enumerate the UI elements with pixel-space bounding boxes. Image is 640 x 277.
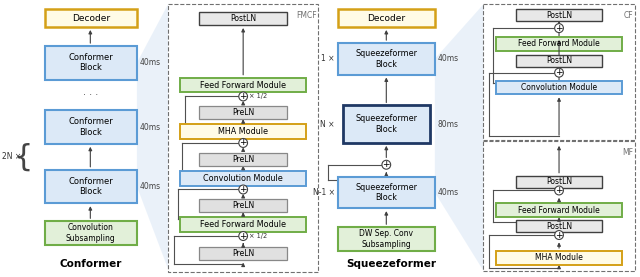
Polygon shape [435, 4, 483, 271]
Circle shape [555, 68, 563, 77]
FancyBboxPatch shape [338, 43, 435, 75]
FancyBboxPatch shape [516, 9, 602, 21]
Text: · · ·: · · · [83, 90, 98, 100]
Text: Squeezeformer: Squeezeformer [346, 259, 436, 269]
Circle shape [555, 230, 563, 240]
Circle shape [239, 92, 248, 101]
FancyBboxPatch shape [45, 9, 137, 27]
Text: Convolution Module: Convolution Module [521, 83, 597, 92]
Text: Squeezeformer
Block: Squeezeformer Block [355, 183, 417, 202]
Text: Decoder: Decoder [367, 14, 405, 23]
FancyBboxPatch shape [516, 55, 602, 67]
Text: MHA Module: MHA Module [535, 253, 583, 262]
Text: +: + [239, 138, 247, 147]
Bar [483, 141, 635, 271]
Text: 40ms: 40ms [140, 123, 161, 132]
Text: Decoder: Decoder [72, 14, 110, 23]
Text: 2N ×: 2N × [2, 152, 21, 161]
Text: +: + [239, 92, 247, 101]
FancyBboxPatch shape [45, 221, 137, 245]
FancyBboxPatch shape [45, 170, 137, 203]
FancyBboxPatch shape [180, 124, 307, 139]
Circle shape [382, 160, 390, 169]
Text: +: + [239, 185, 247, 194]
Text: MF: MF [622, 148, 633, 157]
Circle shape [239, 138, 248, 147]
Text: Feed Forward Module: Feed Forward Module [200, 220, 286, 229]
Text: N ×: N × [321, 120, 335, 129]
Text: Convolution
Subsampling: Convolution Subsampling [66, 223, 116, 243]
Text: CF: CF [623, 11, 633, 20]
Text: +: + [556, 230, 563, 240]
FancyBboxPatch shape [496, 81, 622, 94]
Text: 40ms: 40ms [140, 182, 161, 191]
Text: FMCF: FMCF [296, 11, 316, 20]
Text: 40ms: 40ms [140, 58, 161, 67]
Text: PostLN: PostLN [546, 56, 572, 65]
Circle shape [239, 185, 248, 194]
FancyBboxPatch shape [496, 203, 622, 217]
Text: N-1 ×: N-1 × [313, 188, 335, 197]
Text: PreLN: PreLN [232, 201, 254, 210]
Bar [483, 4, 635, 140]
Circle shape [555, 186, 563, 195]
FancyBboxPatch shape [516, 176, 602, 188]
Text: Feed Forward Module: Feed Forward Module [518, 206, 600, 215]
Text: PostLN: PostLN [546, 222, 572, 231]
Text: Conformer
Block: Conformer Block [68, 53, 113, 73]
FancyBboxPatch shape [180, 171, 307, 186]
FancyBboxPatch shape [200, 199, 287, 212]
Bar [168, 4, 318, 272]
Text: PostLN: PostLN [546, 11, 572, 20]
Text: +: + [556, 186, 563, 195]
FancyBboxPatch shape [180, 217, 307, 232]
Text: 1 ×: 1 × [321, 54, 335, 63]
FancyBboxPatch shape [45, 46, 137, 79]
Text: +: + [239, 232, 247, 240]
FancyBboxPatch shape [338, 9, 435, 27]
Text: +: + [383, 160, 390, 169]
Text: × 1/2: × 1/2 [249, 93, 268, 99]
Text: Feed Forward Module: Feed Forward Module [200, 81, 286, 89]
FancyBboxPatch shape [200, 247, 287, 260]
FancyBboxPatch shape [338, 227, 435, 251]
Text: Conformer
Block: Conformer Block [68, 177, 113, 196]
Text: × 1/2: × 1/2 [249, 233, 268, 239]
Text: 80ms: 80ms [438, 120, 459, 129]
FancyBboxPatch shape [496, 37, 622, 51]
Text: MHA Module: MHA Module [218, 127, 268, 136]
FancyBboxPatch shape [342, 105, 430, 143]
Circle shape [239, 232, 248, 240]
FancyBboxPatch shape [338, 177, 435, 208]
Text: Feed Forward Module: Feed Forward Module [518, 39, 600, 48]
FancyBboxPatch shape [496, 251, 622, 265]
FancyBboxPatch shape [516, 220, 602, 232]
Text: 40ms: 40ms [438, 54, 459, 63]
Text: PreLN: PreLN [232, 249, 254, 258]
FancyBboxPatch shape [200, 106, 287, 119]
Text: Conformer
Block: Conformer Block [68, 117, 113, 137]
FancyBboxPatch shape [45, 110, 137, 144]
Circle shape [555, 24, 563, 33]
Text: PreLN: PreLN [232, 108, 254, 117]
Text: PreLN: PreLN [232, 155, 254, 164]
Text: Conformer: Conformer [59, 259, 122, 269]
Text: PostLN: PostLN [230, 14, 256, 23]
FancyBboxPatch shape [200, 12, 287, 25]
Text: Squeezeformer
Block: Squeezeformer Block [355, 49, 417, 68]
Polygon shape [137, 4, 168, 269]
FancyBboxPatch shape [200, 153, 287, 166]
Text: Squeezeformer
Block: Squeezeformer Block [355, 114, 417, 134]
Text: +: + [556, 24, 563, 33]
Text: PostLN: PostLN [546, 177, 572, 186]
Text: Convolution Module: Convolution Module [204, 174, 283, 183]
Text: +: + [556, 68, 563, 77]
Text: {: { [13, 142, 33, 171]
FancyBboxPatch shape [180, 78, 307, 93]
Text: 40ms: 40ms [438, 188, 459, 197]
Text: DW Sep. Conv
Subsampling: DW Sep. Conv Subsampling [359, 229, 413, 249]
